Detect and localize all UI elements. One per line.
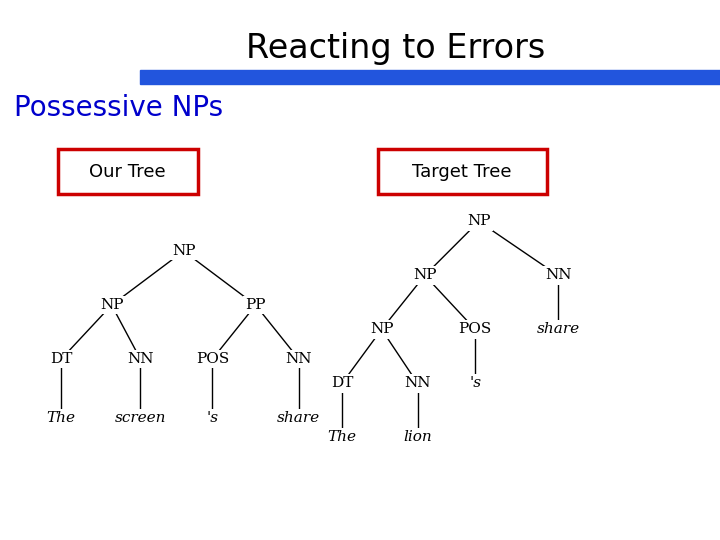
Text: share: share xyxy=(277,411,320,426)
Text: Possessive NPs: Possessive NPs xyxy=(14,94,223,122)
Text: Our Tree: Our Tree xyxy=(89,163,166,181)
Text: PP: PP xyxy=(246,298,266,312)
FancyBboxPatch shape xyxy=(378,148,547,194)
Text: 's: 's xyxy=(207,411,218,426)
Text: share: share xyxy=(536,322,580,336)
Text: Target Tree: Target Tree xyxy=(413,163,512,181)
Text: NN: NN xyxy=(127,352,153,366)
Text: lion: lion xyxy=(403,430,432,444)
Bar xyxy=(140,70,720,84)
Text: POS: POS xyxy=(196,352,229,366)
Text: NP: NP xyxy=(370,322,393,336)
Text: The: The xyxy=(47,411,76,426)
Text: NP: NP xyxy=(413,268,436,282)
Text: NN: NN xyxy=(545,268,571,282)
Text: DT: DT xyxy=(50,352,73,366)
FancyBboxPatch shape xyxy=(58,148,198,194)
Text: DT: DT xyxy=(330,376,354,390)
Text: POS: POS xyxy=(459,322,492,336)
Text: NN: NN xyxy=(286,352,312,366)
Text: NP: NP xyxy=(172,244,195,258)
Text: NP: NP xyxy=(100,298,123,312)
Text: screen: screen xyxy=(114,411,166,426)
Text: 's: 's xyxy=(469,376,481,390)
Text: Reacting to Errors: Reacting to Errors xyxy=(246,32,546,65)
Text: The: The xyxy=(328,430,356,444)
Text: NP: NP xyxy=(467,214,490,228)
Text: NN: NN xyxy=(405,376,431,390)
